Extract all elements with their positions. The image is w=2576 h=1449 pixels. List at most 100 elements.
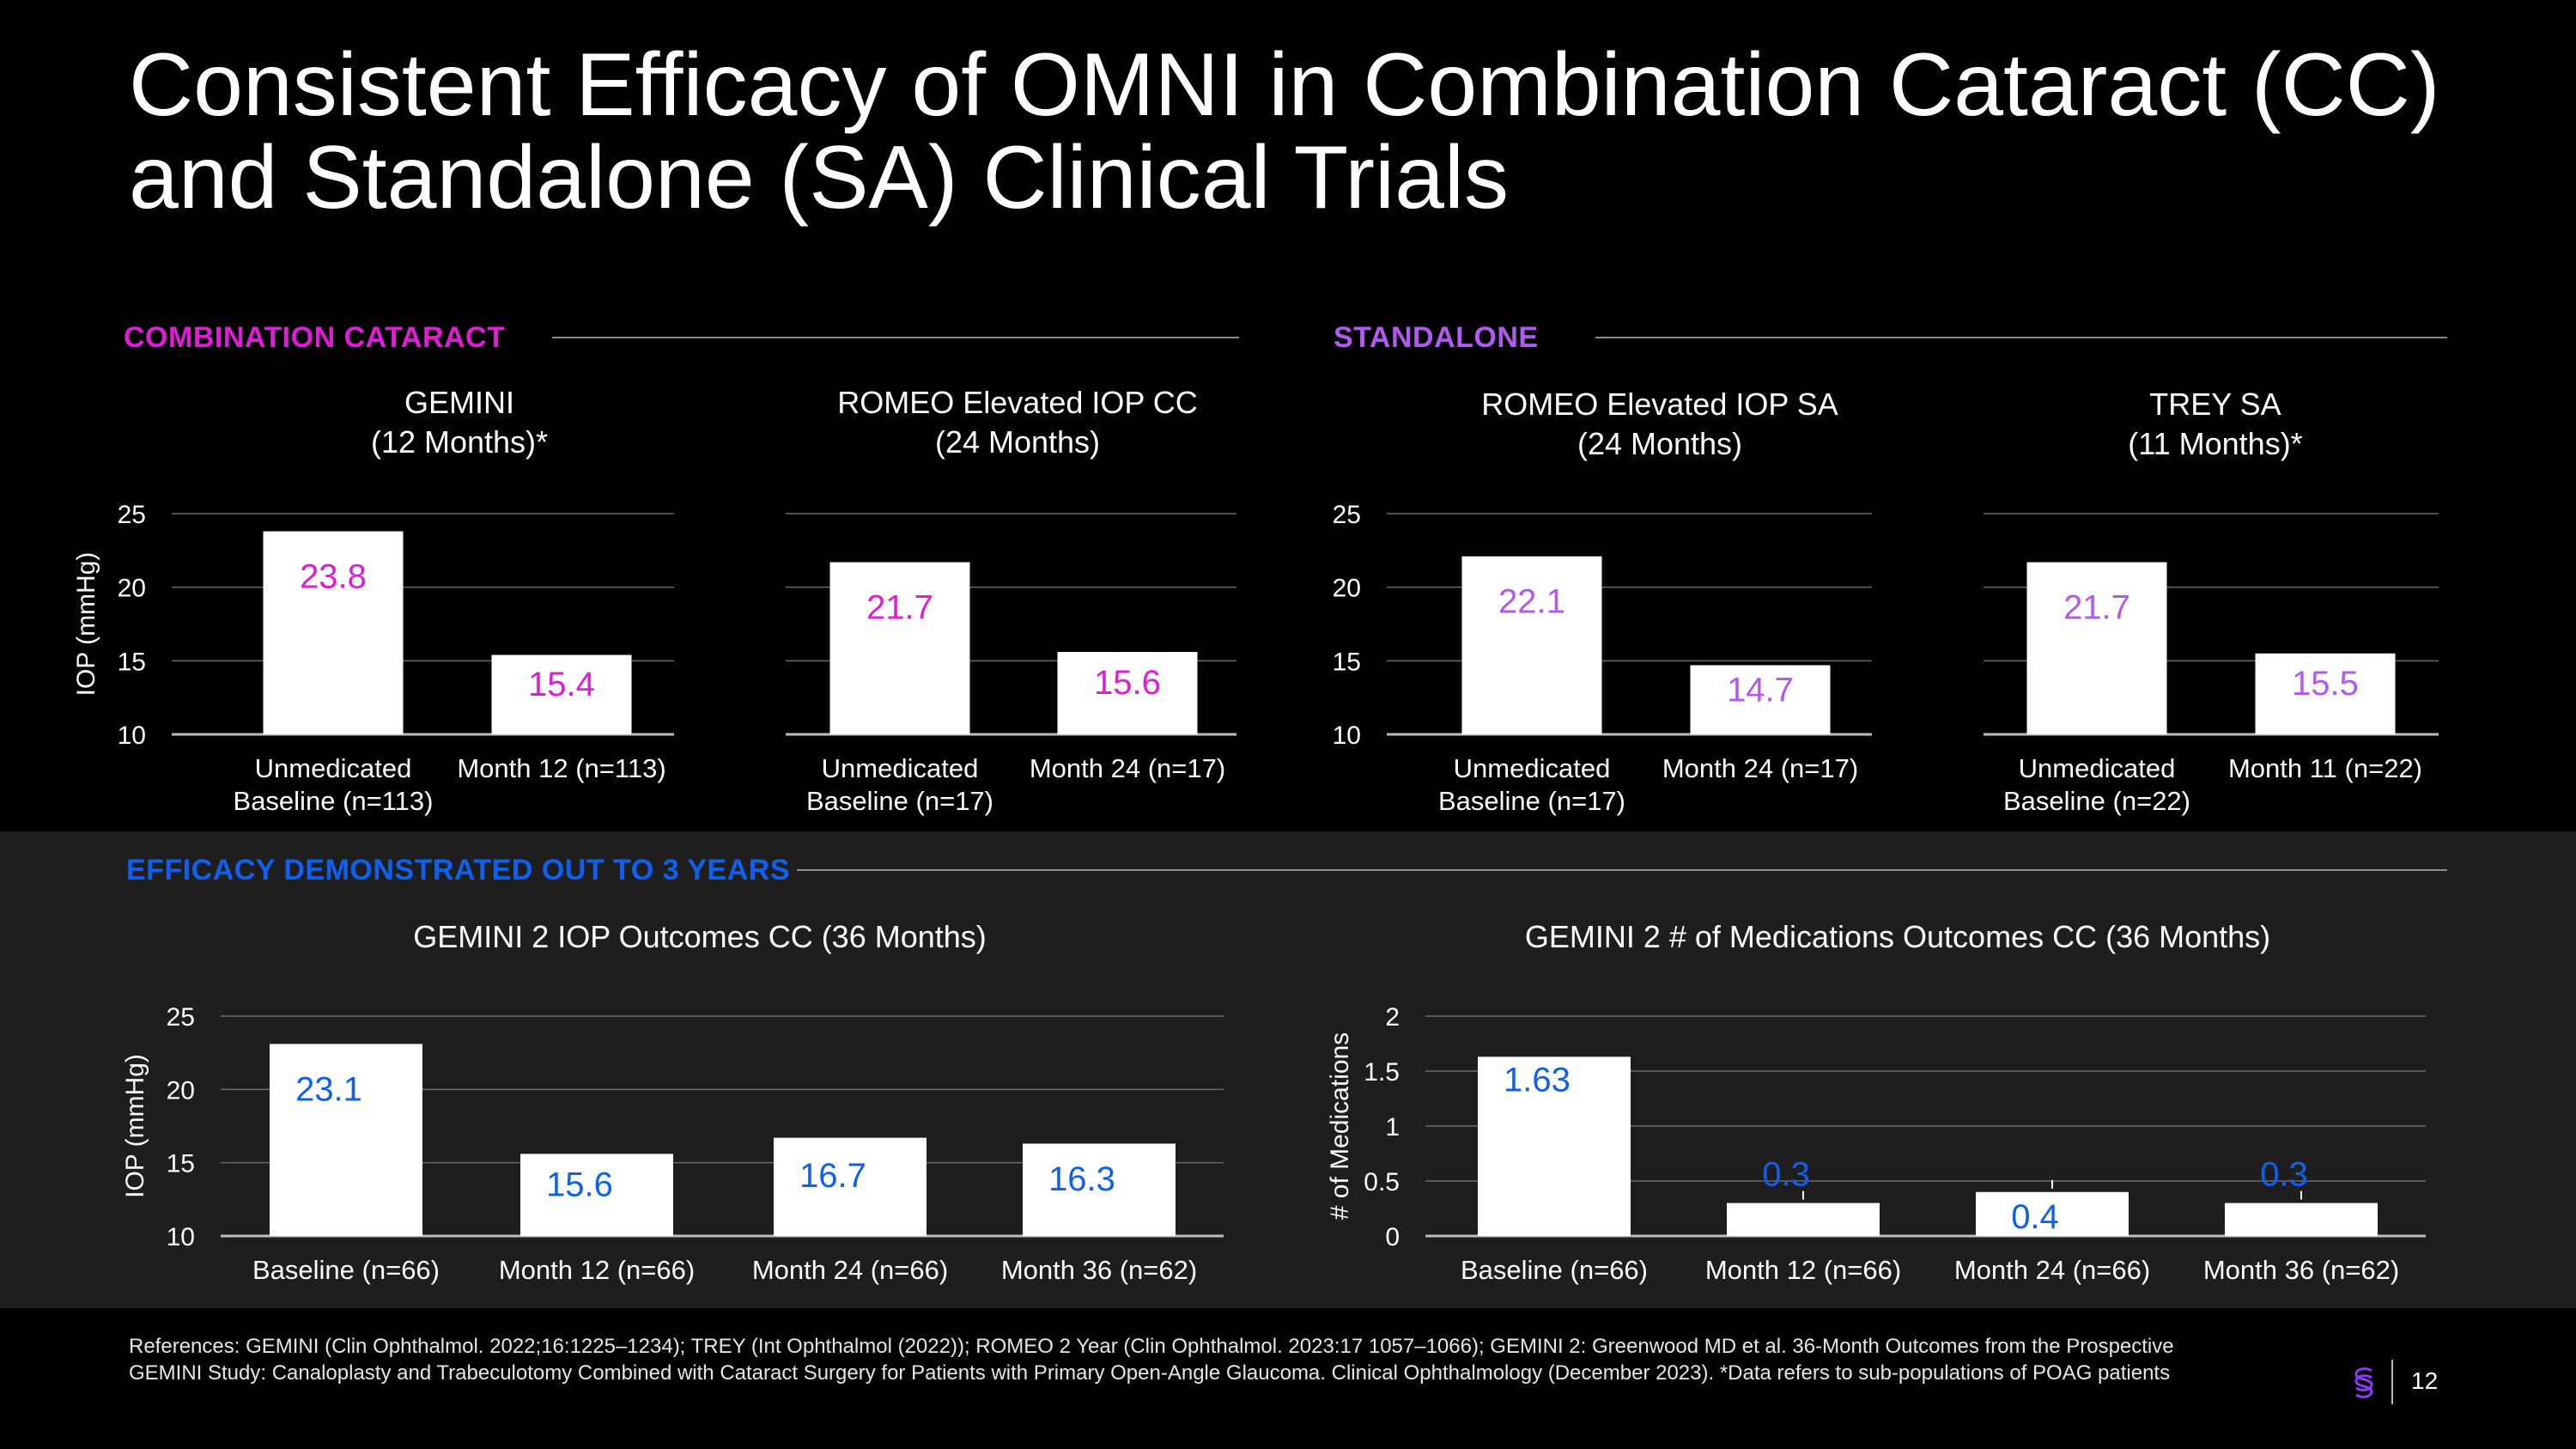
chart-title-line: ROMEO Elevated IOP CC [837, 385, 1198, 420]
x-category-label: Baseline (n=17) [806, 786, 993, 816]
data-label: 15.4 [528, 666, 595, 703]
x-category-label: Baseline (n=22) [2003, 786, 2190, 816]
bar [1023, 1143, 1176, 1236]
y-tick-label: 20 [167, 1076, 195, 1105]
bar [1461, 556, 1602, 734]
chart-gemini2-meds: 0 0.5 1 1.5 2 # of Medications 1.63 Baseline (n… [1326, 1003, 2426, 1285]
chart-title-line: (11 Months)* [2128, 426, 2303, 461]
y-tick-label: 20 [1333, 575, 1361, 603]
y-tick-label: 10 [167, 1223, 195, 1251]
y-axis-title: # of Medications [1326, 1032, 1354, 1220]
bar [491, 654, 632, 734]
bottom-section-background [0, 831, 2576, 1308]
data-label: 15.6 [546, 1166, 613, 1203]
y-tick-label: 25 [167, 1003, 195, 1032]
x-category-label: Month 12 (n=66) [499, 1255, 695, 1285]
chart-title-gemini: GEMINI (12 Months)* [288, 383, 631, 462]
bar [2255, 653, 2396, 734]
footer-divider [2391, 1360, 2393, 1404]
data-label: 0.4 [2011, 1198, 2059, 1236]
x-category-label: Baseline (n=113) [234, 786, 434, 816]
x-category-label: Month 36 (n=62) [2203, 1255, 2399, 1285]
section-label-standalone: STANDALONE [1334, 321, 1539, 354]
y-tick-label: 20 [118, 575, 146, 603]
x-category-label: Unmedicated [2019, 753, 2176, 783]
data-label: 16.3 [1048, 1160, 1115, 1198]
bar [2225, 1202, 2378, 1236]
y-axis-title: IOP (mmHg) [121, 1054, 149, 1198]
x-category-label: Month 24 (n=66) [752, 1255, 948, 1285]
bar [1727, 1202, 1880, 1236]
x-category-label: Month 12 (n=113) [457, 753, 665, 783]
data-label: 1.63 [1504, 1061, 1571, 1099]
x-category-label: Month 36 (n=62) [1001, 1255, 1197, 1285]
section-rule-standalone [1595, 337, 2447, 338]
y-tick-label: 15 [1333, 648, 1361, 676]
bar [1690, 665, 1831, 734]
bar [1478, 1056, 1631, 1236]
chart-title-line: TREY SA [2149, 387, 2281, 422]
y-tick-label: 15 [167, 1150, 195, 1178]
data-label: 16.7 [799, 1157, 866, 1195]
data-label: 21.7 [866, 589, 933, 627]
chart-gemini2-iop: 10 15 20 25 IOP (mmHg) 23.1 Baseline (n=66) 15.… [121, 1003, 1224, 1285]
data-label: 14.7 [1727, 672, 1794, 709]
y-axis-title: IOP (mmHg) [72, 552, 100, 697]
y-tick-label: 2 [1385, 1003, 1400, 1032]
x-category-label: Month 12 (n=66) [1705, 1255, 1901, 1285]
y-tick-label: 25 [118, 501, 146, 529]
data-label: 15.5 [2292, 665, 2359, 703]
section-rule-efficacy [797, 869, 2447, 871]
data-label: 0.3 [2260, 1156, 2308, 1194]
data-label: 15.6 [1094, 664, 1161, 702]
y-tick-label: 15 [118, 648, 146, 676]
references-text: References: GEMINI (Clin Ophthalmol. 202… [129, 1335, 2174, 1385]
data-label: 23.8 [300, 558, 367, 596]
section-label-efficacy: EFFICACY DEMONSTRATED OUT TO 3 YEARS [126, 854, 791, 886]
x-category-label: Baseline (n=17) [1438, 786, 1625, 816]
data-label: 23.1 [295, 1070, 362, 1108]
x-category-label: Unmedicated [255, 753, 412, 783]
chart-title-line: (24 Months) [934, 424, 1101, 460]
x-category-label: Unmedicated [822, 753, 979, 783]
bar [774, 1137, 927, 1236]
x-category-label: Month 24 (n=66) [1954, 1255, 2150, 1285]
y-tick-label: 10 [118, 721, 146, 750]
company-logo-icon [2354, 1367, 2373, 1398]
chart-title-line: (12 Months)* [370, 424, 549, 460]
chart-title-line: GEMINI [404, 385, 514, 420]
y-tick-label: 10 [1333, 721, 1361, 750]
bar [1057, 652, 1198, 734]
chart-title-line: (24 Months) [1577, 426, 1743, 461]
y-tick-label: 1.5 [1364, 1058, 1400, 1087]
section-label-combination-cataract: COMBINATION CATARACT [124, 321, 506, 354]
chart-title-gemini2-iop: GEMINI 2 IOP Outcomes CC (36 Months) [356, 917, 1043, 957]
page-number: 12 [2411, 1367, 2439, 1394]
y-tick-label: 25 [1333, 501, 1361, 529]
x-category-label: Baseline (n=66) [252, 1255, 440, 1285]
bar [829, 562, 970, 734]
bar [263, 531, 404, 734]
page-title-line-1: Consistent Efficacy of OMNI in Combinati… [129, 35, 2440, 135]
bar [520, 1154, 673, 1236]
data-label: 22.1 [1498, 583, 1565, 621]
chart-title-gemini2-meds: GEMINI 2 # of Medications Outcomes CC (3… [1468, 917, 2327, 957]
y-tick-label: 0.5 [1364, 1168, 1400, 1196]
x-category-label: Month 24 (n=17) [1662, 753, 1858, 783]
y-tick-label: 1 [1385, 1113, 1400, 1142]
chart-title-romeo-sa: ROMEO Elevated IOP SA (24 Months) [1445, 385, 1874, 464]
x-category-label: Month 11 (n=22) [2228, 753, 2422, 783]
x-category-label: Baseline (n=66) [1461, 1255, 1648, 1285]
chart-title-line: ROMEO Elevated IOP SA [1481, 387, 1838, 422]
bar [1976, 1191, 2129, 1236]
x-category-label: Unmedicated [1454, 753, 1611, 783]
y-tick-label: 0 [1385, 1223, 1400, 1251]
page-title: Consistent Efficacy of OMNI in Combinati… [129, 39, 2533, 224]
page-title-line-2: and Standalone (SA) Clinical Trials [129, 128, 1510, 228]
chart-title-line: GEMINI 2 IOP Outcomes CC (36 Months) [413, 919, 987, 954]
chart-title-romeo-cc: ROMEO Elevated IOP CC (24 Months) [803, 383, 1232, 462]
chart-title-line: GEMINI 2 # of Medications Outcomes CC (3… [1524, 919, 2271, 954]
